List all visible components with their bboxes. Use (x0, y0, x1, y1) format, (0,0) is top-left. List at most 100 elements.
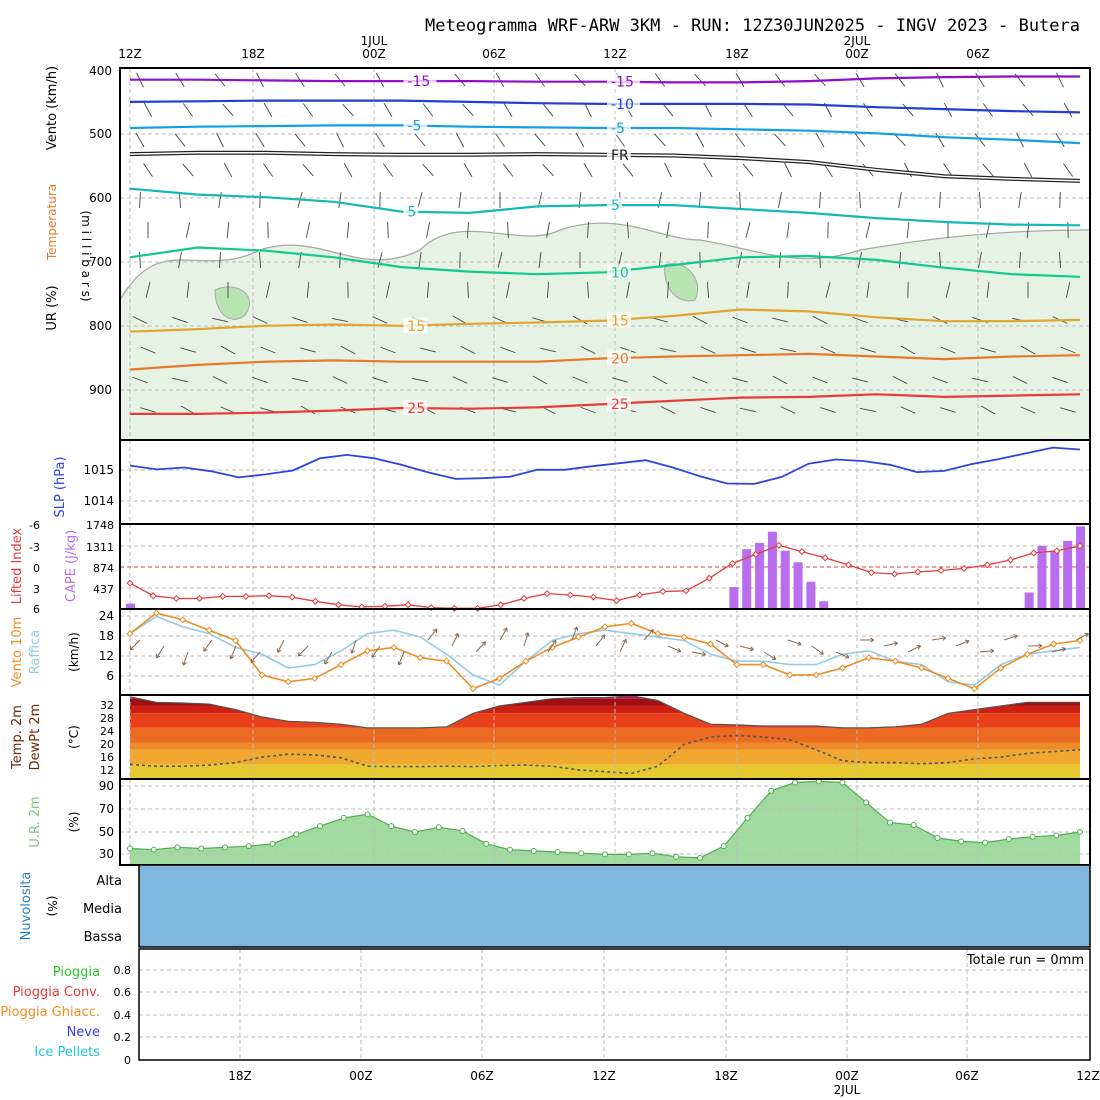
li-point (265, 592, 273, 600)
wind-barb (332, 376, 348, 384)
wind-barb (866, 282, 870, 298)
slp-tick-1014: 1014 (83, 494, 114, 508)
wind-barb (902, 103, 914, 117)
li-point (844, 561, 852, 569)
wind-barb (372, 377, 388, 383)
wind-barb (740, 407, 756, 413)
wind-barb (780, 406, 796, 414)
wind-barb (694, 73, 706, 87)
wind-barb (139, 251, 141, 269)
isotherm-line (129, 246, 1081, 278)
isotherm-label: -15 (611, 75, 634, 91)
wind-arrow-head (773, 655, 777, 660)
wind-barb (580, 406, 596, 414)
wind-barb (935, 132, 945, 148)
wind-barb (497, 252, 503, 268)
li-point (659, 587, 667, 596)
wind-barb (143, 102, 153, 118)
wind-point (179, 616, 187, 624)
label-temp2m: Temp. 2m (10, 705, 25, 770)
wind-barb (584, 102, 592, 118)
li-point (149, 592, 157, 600)
top-tick-7: 06Z (966, 47, 990, 61)
li-point (914, 568, 922, 576)
label-rh2m: U.R. 2m (28, 796, 43, 847)
wind-arrow (156, 645, 165, 659)
wind-arrow-head (966, 640, 970, 645)
wind-barb (698, 191, 702, 209)
wind-barb (375, 133, 385, 147)
wind-barb (575, 132, 585, 148)
wind-barb (778, 192, 782, 208)
wind-barb (252, 376, 268, 384)
rh-point (198, 845, 205, 852)
wind-barb (302, 163, 314, 177)
wind-barb (1022, 103, 1034, 117)
label-vento: Vento (km/h) (45, 66, 60, 150)
wind-barb (940, 407, 956, 413)
wind-barb (1060, 407, 1076, 413)
wind-barb (417, 192, 423, 208)
cape-tick-874: 874 (93, 562, 114, 575)
p-tick-600: 600 (89, 191, 112, 205)
wind-arrow (619, 639, 627, 653)
wind-barb (420, 347, 436, 353)
wind-arrow-head (484, 641, 487, 646)
wind-point (390, 643, 398, 651)
wind10m-arrows (129, 626, 1089, 666)
wind-arrow-head (649, 629, 654, 632)
wind-barb (1058, 251, 1062, 269)
wind-barb (1020, 406, 1036, 414)
wind-barb (382, 163, 394, 177)
temp-tick-16: 16 (100, 751, 114, 764)
wind-point (786, 671, 794, 679)
isotherm-line (129, 352, 1081, 371)
lifted-index-points (126, 541, 1084, 612)
wind-barb (743, 103, 753, 117)
wind-point (1023, 650, 1031, 658)
wind-point (944, 674, 952, 682)
wind-barb (455, 132, 465, 148)
rh-point (1005, 836, 1012, 843)
rh-point (910, 821, 917, 828)
wind-arrow (979, 650, 994, 653)
wind-barb (1019, 251, 1021, 269)
wind-barb (174, 133, 186, 147)
cape-tick-437: 437 (93, 583, 114, 596)
rh-point (649, 850, 656, 857)
wind-barb (1056, 72, 1064, 88)
wind-barb (666, 222, 670, 238)
wind-arrow-head (351, 650, 356, 654)
label-cape: CAPE (J/kg) (64, 530, 79, 602)
wind-barb (1055, 132, 1065, 148)
wind-barb (574, 73, 586, 87)
wind-arrow-head (298, 654, 303, 657)
li-point (775, 541, 783, 549)
wind-border (119, 608, 1091, 696)
humidity-patch (214, 286, 251, 320)
wind-barb (865, 222, 871, 238)
legend-neve: Neve (67, 1025, 100, 1040)
wind-barb (336, 132, 344, 148)
bottom-tick-4: 18Z (714, 1069, 738, 1083)
rh-point (127, 845, 133, 852)
wind-barb (945, 282, 951, 298)
wind-barb (259, 191, 261, 209)
wind-arrow (297, 645, 309, 657)
wind-arrow-head (701, 654, 706, 657)
wind-barb (383, 102, 393, 118)
wind-arrow-head (524, 632, 529, 636)
cape-bar (767, 531, 777, 609)
wind-barb (772, 375, 788, 385)
isotherm-label: 10 (611, 265, 629, 281)
wind-arrow (715, 639, 729, 648)
wind-barb (387, 221, 389, 239)
temp-tick-32: 32 (100, 699, 114, 712)
wind-barb (375, 72, 385, 88)
li-point (1076, 542, 1084, 550)
wind-barb (939, 191, 941, 209)
cloud-fill (139, 865, 1090, 947)
wind-arrow (324, 651, 333, 665)
wind-barb (332, 318, 348, 322)
wind-arrow-head (990, 650, 995, 654)
